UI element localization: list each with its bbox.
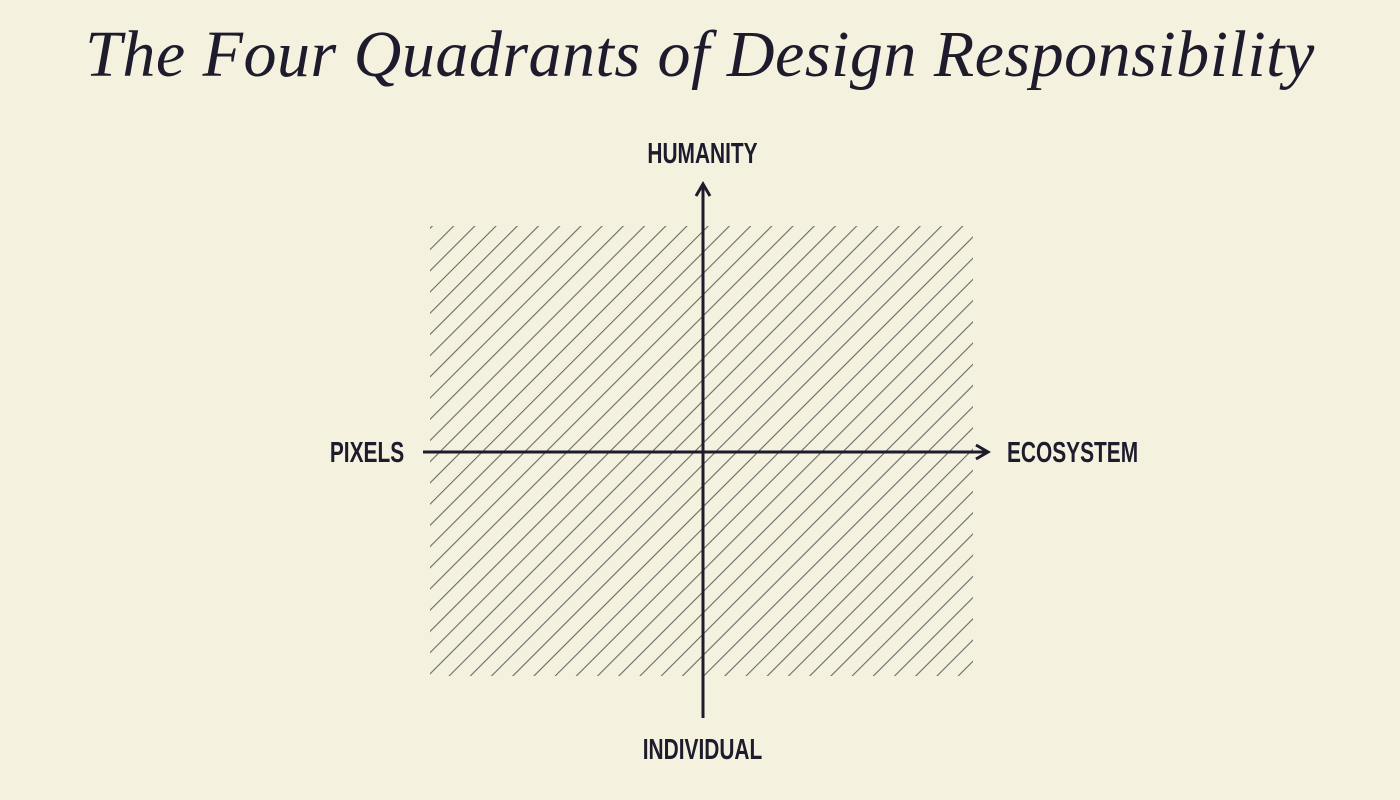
axis-label-bottom: INDIVIDUAL <box>642 734 763 766</box>
page-title: The Four Quadrants of Design Responsibil… <box>85 18 1315 91</box>
right-arrow-icon <box>975 443 991 461</box>
axis-label-right: ECOSYSTEM <box>1007 437 1139 469</box>
axis-label-top: HUMANITY <box>647 138 758 170</box>
up-arrow-icon <box>694 181 712 197</box>
axis-label-left: PIXELS <box>329 437 404 469</box>
